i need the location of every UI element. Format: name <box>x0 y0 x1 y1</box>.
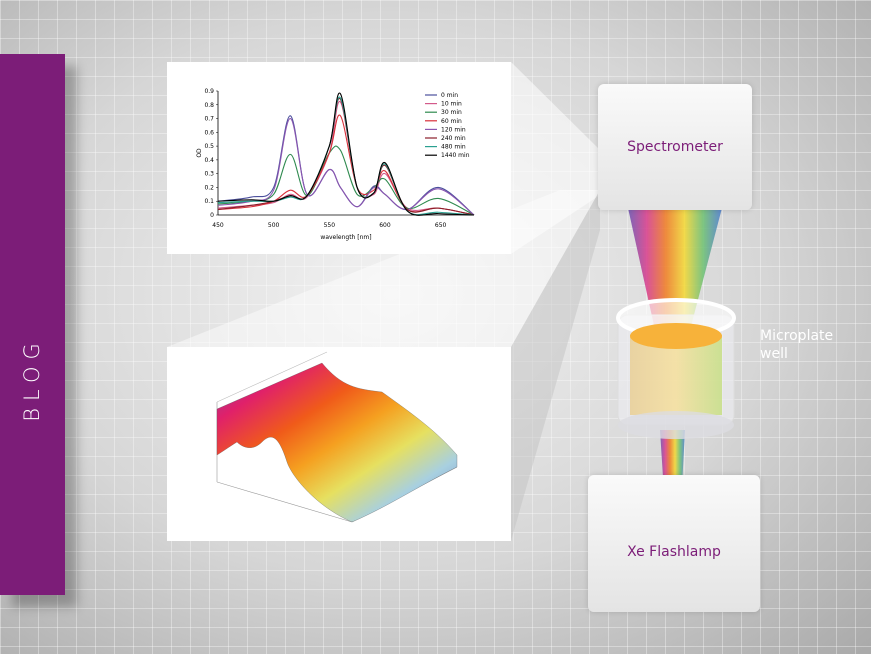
x-tick-label: 600 <box>379 222 391 229</box>
y-tick-label: 0.9 <box>204 88 214 95</box>
y-axis-label: OD <box>196 148 203 158</box>
series-line-480-min <box>217 96 475 216</box>
xe-flashlamp-box: Xe Flashlamp <box>588 475 760 612</box>
legend-label: 240 min <box>441 135 466 142</box>
y-tick-label: 0.1 <box>204 198 214 205</box>
light-beam-upper <box>628 208 722 330</box>
y-tick-label: 0.2 <box>204 184 214 191</box>
well-label-line1: Microplate <box>760 328 834 344</box>
legend-label: 10 min <box>441 101 462 108</box>
spectrometer-box: Spectrometer <box>598 84 752 210</box>
series-line-1440-min <box>217 92 475 216</box>
x-tick-label: 450 <box>212 222 224 229</box>
microplate-well-label: Microplate well <box>760 327 833 363</box>
y-tick-label: 0.7 <box>204 116 214 123</box>
legend-label: 120 min <box>441 126 466 133</box>
legend-label: 1440 min <box>441 152 470 159</box>
series-line-30-min <box>217 145 475 216</box>
y-tick-label: 0.6 <box>204 129 214 136</box>
x-tick-label: 650 <box>435 222 447 229</box>
blog-sidebar: BLOG <box>0 54 65 595</box>
legend-label: 480 min <box>441 144 466 151</box>
3d-surface-plot-panel <box>167 347 511 541</box>
legend-label: 0 min <box>441 92 458 99</box>
3d-surface-plot <box>216 351 458 523</box>
microplate-well-graphic <box>616 298 736 439</box>
x-tick-label: 500 <box>268 222 280 229</box>
od-spectra-chart-panel: 450 500 550 600 650 0 0.1 0.2 0.3 0.4 0.5 0.6 0.7 0.8… <box>167 62 511 254</box>
y-tick-label: 0.8 <box>204 102 214 109</box>
y-tick-label: 0.4 <box>204 157 214 164</box>
x-axis-label: wavelength [nm] <box>320 234 371 241</box>
blog-label: BLOG <box>20 336 44 422</box>
x-tick-label: 550 <box>324 222 336 229</box>
xe-flashlamp-label: Xe Flashlamp <box>627 543 721 560</box>
series-line-240-min <box>217 98 475 216</box>
y-tick-label: 0.5 <box>204 143 214 150</box>
legend-label: 60 min <box>441 118 462 125</box>
spectrometer-label: Spectrometer <box>627 139 723 155</box>
od-spectra-chart: 450 500 550 600 650 0 0.1 0.2 0.3 0.4 0.5 0.6 0.7 0.8… <box>196 88 475 241</box>
well-label-line2: well <box>760 346 788 362</box>
legend-label: 30 min <box>441 109 462 116</box>
y-tick-label: 0 <box>210 212 214 219</box>
y-tick-label: 0.3 <box>204 171 214 178</box>
